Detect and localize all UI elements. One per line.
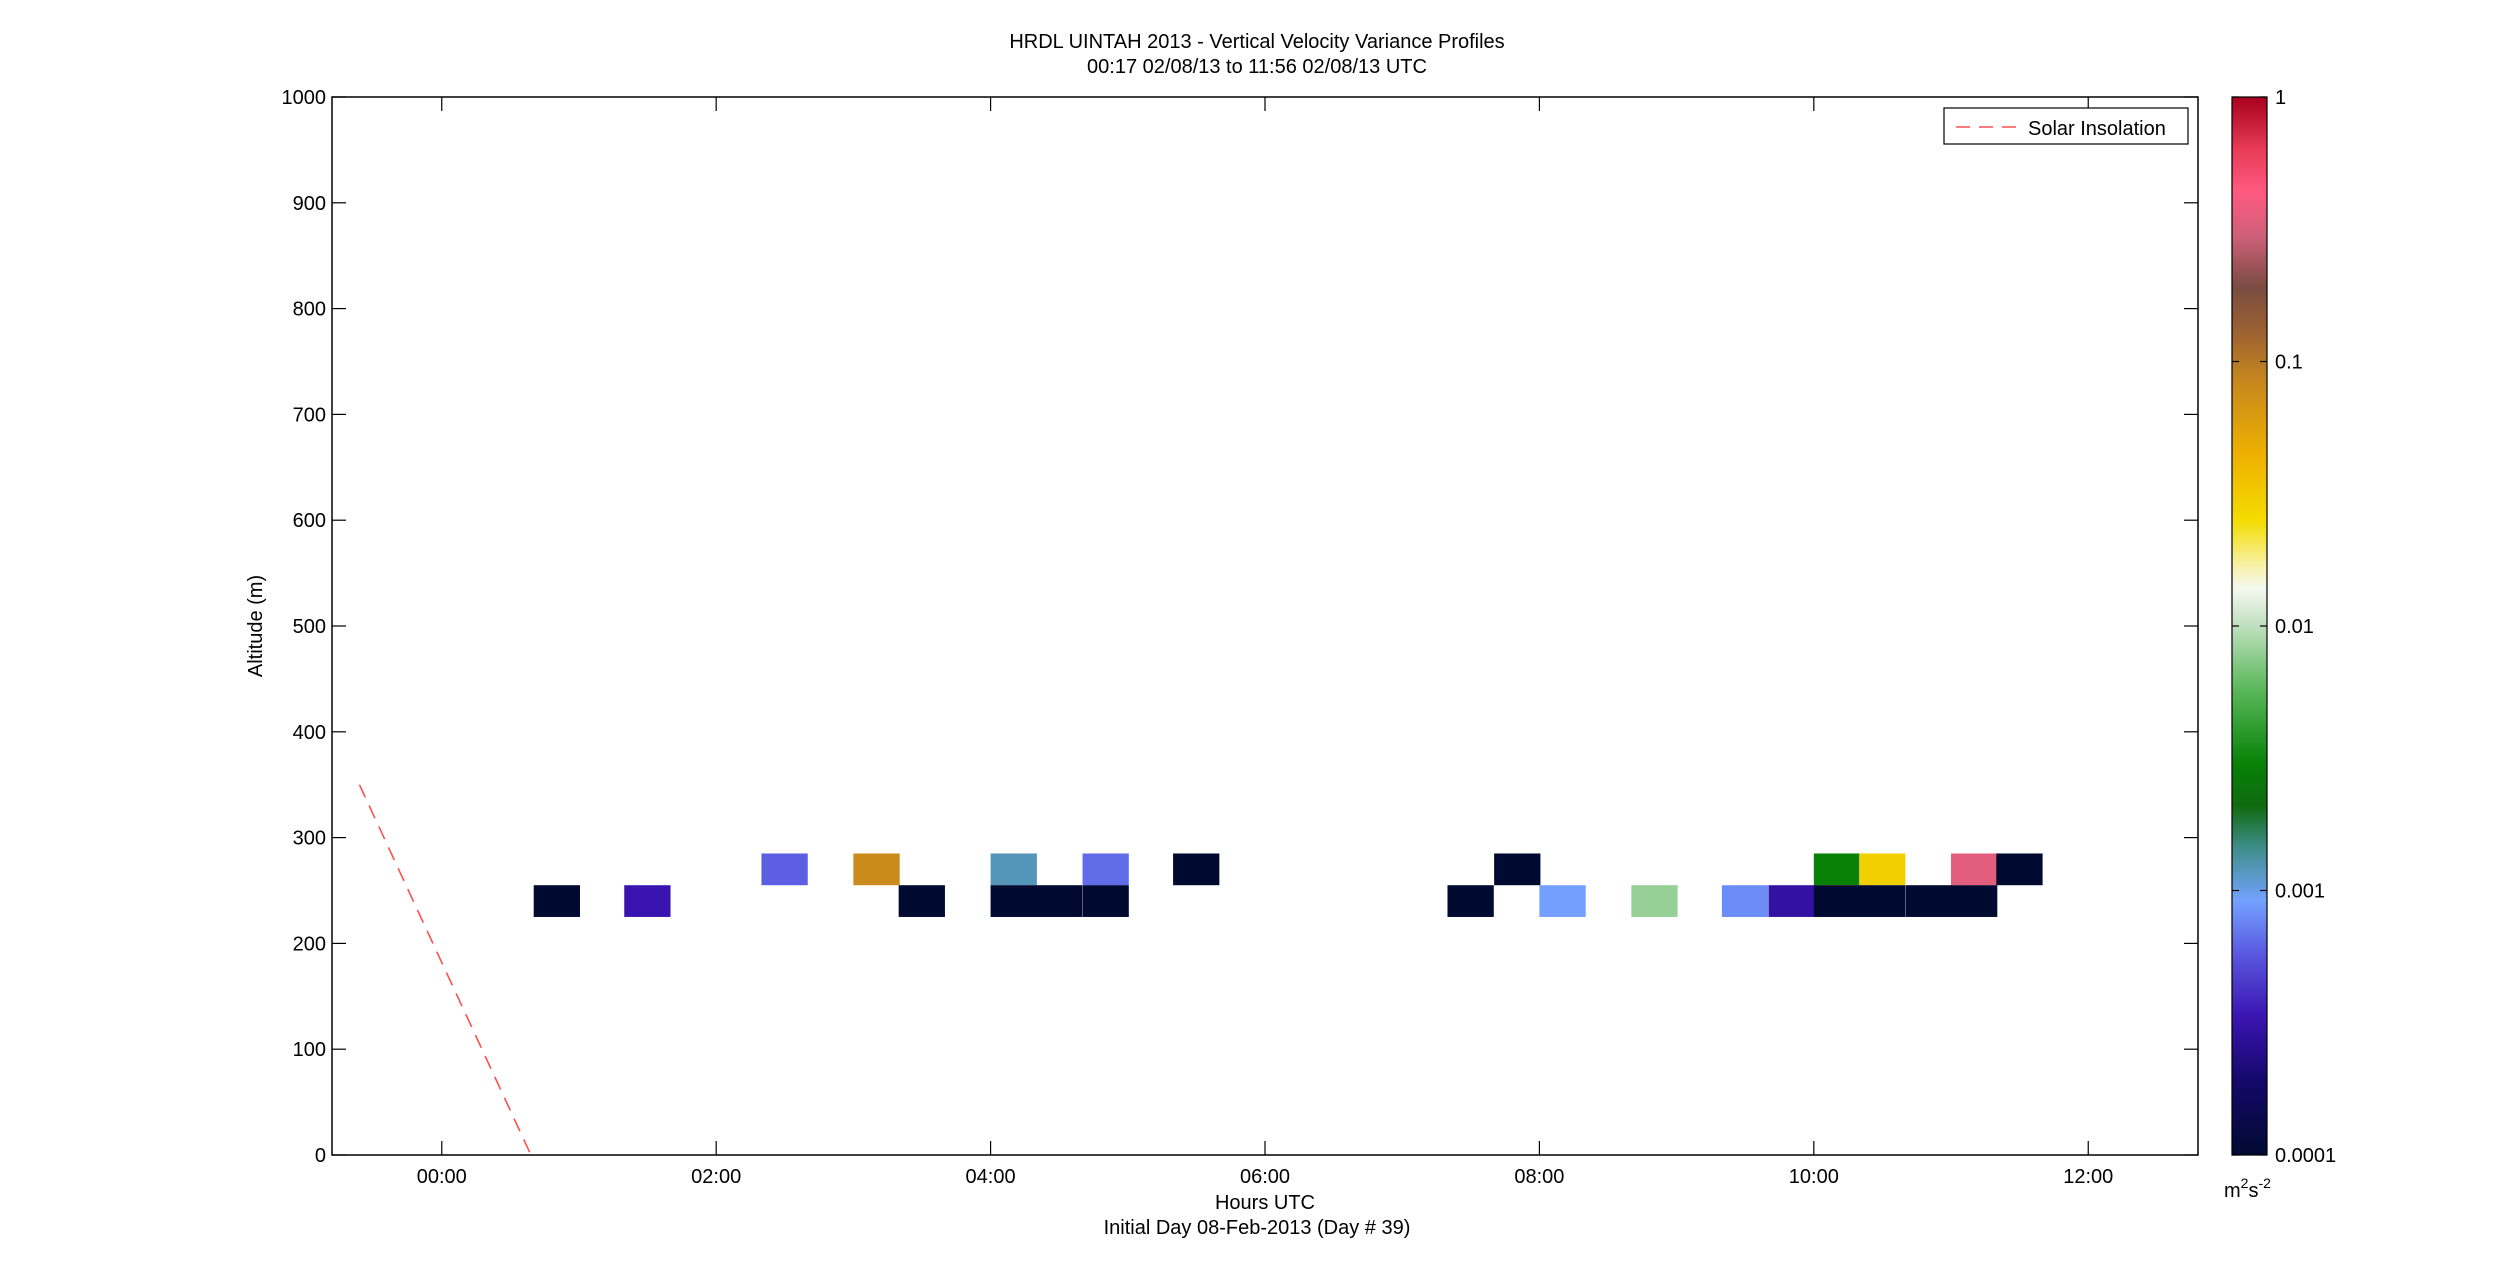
- colorbar-unit-base: m: [2224, 1180, 2241, 1202]
- chart-title: HRDL UINTAH 2013 - Vertical Velocity Var…: [1009, 31, 1504, 53]
- heatmap-cell-20: [1859, 885, 1906, 917]
- heatmap-cell-5: [990, 853, 1037, 886]
- heatmap-cell-16: [1768, 885, 1815, 917]
- plot-area: [331, 96, 2199, 1156]
- heatmap-cell-24: [1996, 853, 2043, 886]
- heatmap-cell-7: [1035, 885, 1083, 917]
- heatmap-cell-22: [1951, 853, 1998, 886]
- y-tick-label-4: 400: [293, 722, 326, 744]
- chart-subtitle: 00:17 02/08/13 to 11:56 02/08/13 UTC: [1087, 56, 1427, 78]
- y-tick-label-7: 700: [293, 404, 326, 426]
- colorbar-unit-exp2: -2: [2258, 1175, 2271, 1191]
- y-tick-label-9: 900: [293, 193, 326, 215]
- heatmap-cell-6: [990, 885, 1037, 917]
- legend: Solar Insolation: [1943, 107, 2189, 145]
- heatmap-cell-19: [1859, 853, 1906, 886]
- heatmap-cell-18: [1813, 885, 1861, 917]
- heatmap-cell-1: [624, 885, 671, 917]
- y-tick-label-0: 0: [315, 1145, 326, 1167]
- y-tick-label-2: 200: [293, 933, 326, 955]
- heatmap-cell-17: [1813, 853, 1861, 886]
- y-axis-ticks: 0 100 200 300 400 500 600 700 800 900 1000: [282, 87, 2198, 1167]
- heatmap-cell-4: [898, 885, 945, 917]
- colorbar-ticks: 0.0001 0.001 0.01 0.1 1: [2232, 87, 2336, 1167]
- heatmap-cell-14: [1631, 885, 1678, 917]
- heatmap-cells: [533, 853, 2043, 917]
- x-tick-label-1: 02:00: [691, 1166, 741, 1188]
- heatmap-cell-3: [853, 853, 900, 886]
- heatmap-cell-9: [1082, 885, 1129, 917]
- heatmap-cell-10: [1173, 853, 1220, 886]
- x-tick-label-6: 12:00: [2063, 1166, 2113, 1188]
- colorbar-tick-label-2: 0.01: [2275, 616, 2314, 638]
- x-tick-label-2: 04:00: [966, 1166, 1016, 1188]
- heatmap-cell-13: [1539, 885, 1586, 917]
- legend-box: [1943, 107, 2189, 145]
- heatmap-cell-0: [533, 885, 580, 917]
- y-tick-label-10: 1000: [282, 87, 327, 109]
- x-tick-label-0: 00:00: [417, 1166, 467, 1188]
- heatmap-cell-8: [1082, 853, 1129, 886]
- colorbar-tick-label-3: 0.1: [2275, 352, 2303, 374]
- colorbar-unit-exp1: 2: [2241, 1175, 2249, 1191]
- x-axis-sublabel: Initial Day 08-Feb-2013 (Day # 39): [1104, 1217, 1411, 1239]
- y-tick-label-8: 800: [293, 299, 326, 321]
- colorbar-unit-mid: s: [2248, 1180, 2258, 1202]
- heatmap-cell-15: [1721, 885, 1769, 917]
- y-axis-label: Altitude (m): [245, 575, 267, 677]
- x-tick-label-5: 10:00: [1789, 1166, 1839, 1188]
- y-tick-label-1: 100: [293, 1039, 326, 1061]
- colorbar-unit: m2s-2: [2224, 1175, 2271, 1202]
- colorbar-tick-label-4: 1: [2275, 87, 2286, 109]
- colorbar-tick-label-1: 0.001: [2275, 881, 2325, 903]
- y-tick-label-3: 300: [293, 828, 326, 850]
- y-tick-label-6: 600: [293, 510, 326, 532]
- heatmap-cell-21: [1905, 885, 1953, 917]
- colorbar: 0.0001 0.001 0.01 0.1 1 m2s-2: [2224, 87, 2336, 1202]
- legend-solar-insolation-label: Solar Insolation: [2028, 118, 2166, 140]
- heatmap-cell-23: [1951, 885, 1998, 917]
- heatmap-cell-12: [1494, 853, 1541, 886]
- heatmap-cell-2: [761, 853, 808, 886]
- heatmap-cell-11: [1447, 885, 1494, 917]
- x-tick-label-4: 08:00: [1514, 1166, 1564, 1188]
- y-tick-label-5: 500: [293, 616, 326, 638]
- colorbar-tick-label-0: 0.0001: [2275, 1145, 2336, 1167]
- x-axis-label: Hours UTC: [1215, 1192, 1315, 1214]
- x-tick-label-3: 06:00: [1240, 1166, 1290, 1188]
